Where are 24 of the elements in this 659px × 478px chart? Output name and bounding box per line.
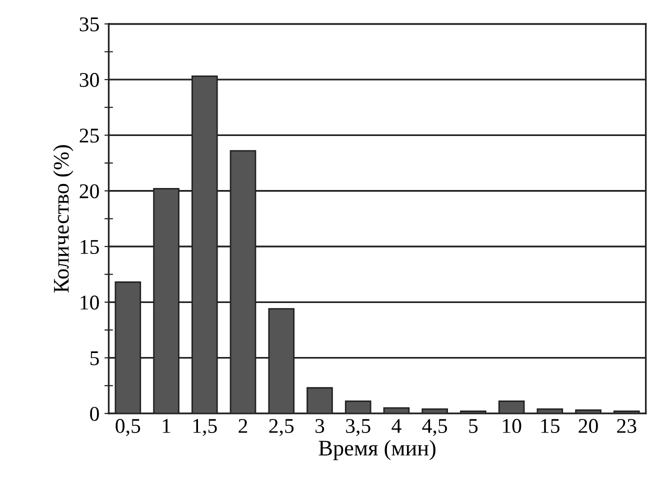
- x-tick-label: 10: [502, 418, 522, 433]
- x-tick-label: 5: [469, 419, 478, 433]
- y-axis-title: Количество (%): [53, 145, 74, 293]
- y-tick-label: 30: [80, 72, 99, 87]
- x-tick-label: 15: [541, 419, 560, 433]
- x-axis-title: Время (мин): [318, 440, 436, 460]
- y-tick-label: 0: [90, 406, 99, 421]
- x-tick-label: 1,5: [193, 419, 217, 436]
- y-tick-label: 25: [80, 128, 99, 143]
- x-tick-label: 1: [162, 419, 170, 433]
- y-tick-label: 15: [80, 240, 99, 254]
- x-tick-label: 3: [316, 418, 324, 433]
- y-tick-label: 5: [90, 351, 99, 366]
- x-tick-label: 20: [578, 418, 598, 433]
- x-tick-label: 4: [392, 419, 402, 433]
- x-tick-label: 0,5: [116, 418, 140, 436]
- y-tick-label: 20: [80, 184, 99, 198]
- x-tick-label: 4,5: [422, 419, 448, 436]
- y-tick-label: 35: [80, 17, 99, 32]
- x-tick-label: 3,5: [346, 418, 370, 436]
- x-tick-label: 23: [617, 418, 636, 433]
- y-tick-label: 10: [80, 296, 99, 310]
- x-tick-label: 2,5: [269, 418, 294, 436]
- x-tick-label: 2: [238, 418, 248, 433]
